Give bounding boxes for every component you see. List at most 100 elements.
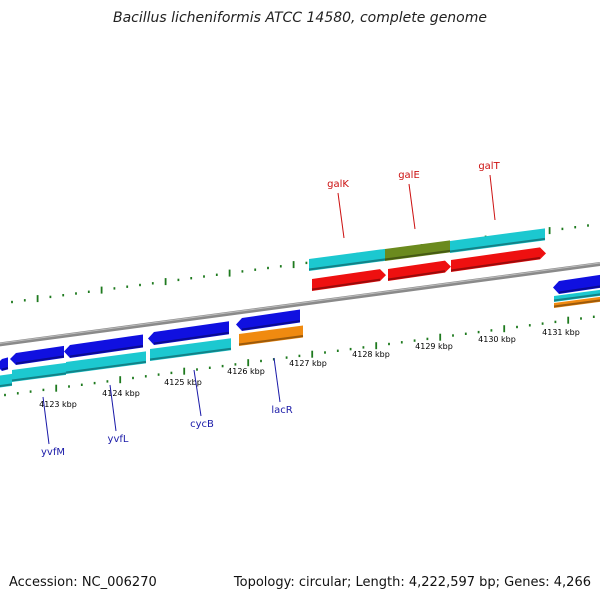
tick-mark xyxy=(267,266,269,270)
accession-text: Accession: NC_006270 xyxy=(9,575,157,590)
gene-arrow xyxy=(449,228,546,253)
tick-mark xyxy=(375,342,378,350)
gene-arrow xyxy=(308,248,386,271)
tick-mark xyxy=(93,381,96,385)
tick-mark xyxy=(426,337,429,341)
gene-arrow xyxy=(65,351,147,374)
genome-backbone xyxy=(0,262,600,347)
tick-mark xyxy=(132,376,134,380)
tick-mark xyxy=(215,273,218,276)
tick-mark xyxy=(42,388,45,392)
tick-mark xyxy=(292,261,295,269)
tick-label: 4124 kbp xyxy=(102,389,140,398)
tick-mark xyxy=(221,364,224,368)
tick-mark xyxy=(203,275,205,278)
tick-mark xyxy=(190,277,193,280)
gene-leader-line xyxy=(337,192,345,239)
tick-mark xyxy=(587,224,589,227)
tick-mark xyxy=(208,366,211,369)
gene-arrow xyxy=(384,240,451,261)
gene-arrow xyxy=(149,338,232,361)
gene-arrow xyxy=(11,362,67,382)
tick-mark xyxy=(305,261,308,265)
tick-mark xyxy=(68,385,70,388)
tick-mark xyxy=(119,376,122,384)
gene-leader-line xyxy=(273,357,281,403)
gene-arrow xyxy=(311,269,386,291)
gene-arrow xyxy=(236,309,301,331)
tick-mark xyxy=(541,322,544,325)
tick-mark xyxy=(247,359,250,367)
tick-mark xyxy=(4,393,6,397)
tick-mark xyxy=(567,316,570,324)
tick-mark xyxy=(196,368,198,371)
tick-mark xyxy=(528,324,531,327)
tick-mark xyxy=(16,392,19,395)
gene-label-lacr: lacR xyxy=(271,405,292,416)
tick-mark xyxy=(561,227,564,231)
tick-label: 4123 kbp xyxy=(39,400,77,409)
tick-mark xyxy=(36,295,39,303)
tick-mark xyxy=(362,346,365,349)
tick-mark xyxy=(183,367,186,375)
gene-arrow xyxy=(553,296,600,308)
tick-mark xyxy=(298,354,301,358)
gene-arrow xyxy=(450,247,546,272)
tick-mark xyxy=(144,375,147,378)
tick-label: 4127 kbp xyxy=(289,359,327,368)
tick-mark xyxy=(113,287,116,290)
gene-arrow xyxy=(387,260,451,281)
tick-mark xyxy=(164,278,167,286)
gene-label-yvfm: yvfM xyxy=(41,447,65,458)
gene-arrow xyxy=(553,274,600,294)
gene-leader-line xyxy=(109,384,117,432)
tick-mark xyxy=(592,315,595,318)
gene-leader-line xyxy=(408,183,416,230)
gene-leader-line xyxy=(489,174,496,221)
tick-mark xyxy=(170,371,173,375)
tick-mark xyxy=(279,265,282,268)
tick-label: 4125 kbp xyxy=(164,378,202,387)
gene-leader-line xyxy=(193,369,202,417)
gene-labels: yvfM yvfL cycB lacR galK galE galT xyxy=(41,161,501,458)
tick-mark xyxy=(62,294,65,297)
gene-label-yvfl: yvfL xyxy=(108,434,129,445)
gene-label-galt: galT xyxy=(478,161,500,172)
gene-arrow xyxy=(10,345,65,365)
tick-mark xyxy=(580,317,582,320)
tick-mark xyxy=(139,283,141,287)
gene-arrow xyxy=(148,321,230,345)
tick-mark xyxy=(29,390,32,393)
tick-mark xyxy=(311,350,314,358)
tick-label: 4128 kbp xyxy=(352,350,390,359)
tick-mark xyxy=(503,325,506,333)
tick-mark xyxy=(11,300,13,304)
axis-tick-labels: 4123 kbp 4124 kbp 4125 kbp 4126 kbp 4127 kbp… xyxy=(39,328,580,409)
tick-mark xyxy=(87,290,90,293)
tick-mark xyxy=(157,373,160,376)
gene-leader-line xyxy=(42,396,50,445)
tick-mark xyxy=(349,347,352,351)
tick-mark xyxy=(100,286,103,294)
map-title: Bacillus licheniformis ATCC 14580, compl… xyxy=(113,10,487,26)
tick-mark xyxy=(413,339,416,342)
tick-label: 4131 kbp xyxy=(542,328,580,337)
tick-mark xyxy=(80,383,83,386)
tick-mark xyxy=(228,269,231,277)
tick-mark xyxy=(23,299,26,302)
tick-mark xyxy=(324,351,326,354)
tick-mark xyxy=(548,227,551,235)
tick-mark xyxy=(254,268,257,271)
tick-mark xyxy=(490,329,493,332)
tick-mark xyxy=(574,226,577,229)
tick-mark xyxy=(336,349,339,352)
tick-mark xyxy=(234,363,237,366)
gene-label-cycb: cycB xyxy=(190,419,214,430)
tick-label: 4130 kbp xyxy=(478,335,516,344)
tick-label: 4126 kbp xyxy=(227,367,265,376)
tick-mark xyxy=(464,332,467,335)
tick-mark xyxy=(285,356,288,359)
gene-arrow xyxy=(0,357,9,371)
gene-arrow xyxy=(238,325,304,346)
inner-tick-ring xyxy=(4,315,595,397)
